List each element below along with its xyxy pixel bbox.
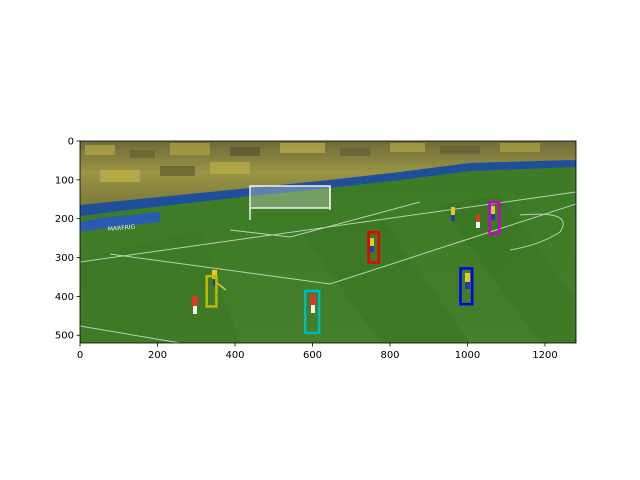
x-tick-label: 800 — [380, 350, 399, 361]
x-axis: 0 200 400 600 800 1000 1200 — [77, 343, 558, 361]
y-tick-label: 400 — [55, 292, 74, 303]
x-tick-label: 600 — [303, 350, 322, 361]
player — [192, 296, 198, 314]
y-tick-label: 500 — [55, 331, 74, 342]
crowd-texture — [85, 143, 540, 182]
goal — [249, 185, 331, 220]
player — [212, 270, 227, 291]
x-tick-label: 200 — [148, 350, 167, 361]
y-tick-label: 200 — [55, 214, 74, 225]
detection-boxes — [205, 201, 501, 335]
axes-frame — [79, 140, 577, 344]
pitch-stripes — [80, 195, 576, 343]
y-tick-label: 300 — [55, 253, 74, 264]
x-tick-label: 1200 — [532, 350, 557, 361]
player — [465, 273, 470, 289]
player — [491, 206, 495, 220]
player — [370, 238, 374, 252]
player — [310, 295, 316, 313]
x-tick-label: 0 — [77, 350, 83, 361]
detection-cyan-box — [303, 289, 321, 335]
detection-blue-box — [459, 267, 474, 306]
match-photo: MARFRIG — [80, 141, 576, 343]
x-tick-label: 400 — [225, 350, 244, 361]
ad-boards-lower — [80, 212, 160, 232]
detection-red-box — [367, 231, 381, 264]
board-lettering: MARFRIG — [108, 224, 136, 233]
crowd — [80, 141, 576, 205]
x-tick-label: 1000 — [455, 350, 480, 361]
pitch-lines — [80, 191, 576, 343]
player — [476, 214, 480, 228]
y-axis: 0 100 200 300 400 500 — [55, 137, 80, 342]
detection-olive-box — [205, 274, 218, 308]
player — [451, 207, 455, 221]
ad-boards — [80, 160, 576, 216]
y-tick-label: 0 — [68, 137, 74, 148]
players — [192, 206, 495, 314]
y-tick-label: 100 — [55, 175, 74, 186]
detection-magenta-box — [488, 201, 501, 235]
